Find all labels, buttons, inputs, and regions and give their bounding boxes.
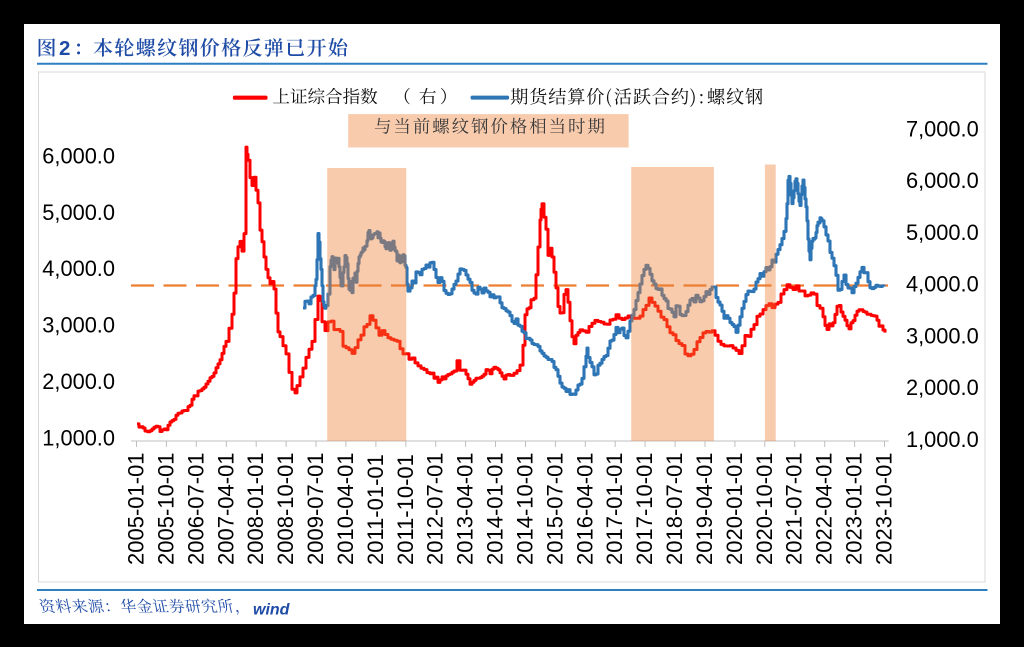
svg-text:2007-04-01: 2007-04-01 — [213, 452, 238, 565]
svg-text:1,000.0: 1,000.0 — [906, 427, 979, 452]
svg-text:2: 2 — [59, 37, 70, 60]
svg-text:7,000.0: 7,000.0 — [906, 116, 979, 141]
svg-text:2008-01-01: 2008-01-01 — [243, 452, 268, 565]
svg-text:2009-07-01: 2009-07-01 — [303, 452, 328, 565]
svg-text:2020-01-01: 2020-01-01 — [722, 452, 747, 565]
svg-text:2023-01-01: 2023-01-01 — [842, 452, 867, 565]
svg-text:2019-04-01: 2019-04-01 — [692, 452, 717, 565]
svg-text:1,000.0: 1,000.0 — [42, 425, 115, 450]
svg-text:2017-10-01: 2017-10-01 — [632, 452, 657, 565]
svg-text:3,000.0: 3,000.0 — [42, 313, 115, 338]
svg-text:2014-10-01: 2014-10-01 — [513, 452, 538, 565]
svg-text:5,000.0: 5,000.0 — [906, 220, 979, 245]
svg-text:4,000.0: 4,000.0 — [906, 272, 979, 297]
svg-text:2023-10-01: 2023-10-01 — [872, 452, 897, 565]
svg-text:4,000.0: 4,000.0 — [42, 256, 115, 281]
svg-text:2,000.0: 2,000.0 — [906, 375, 979, 400]
svg-text:2020-10-01: 2020-10-01 — [752, 452, 777, 565]
svg-text:2021-07-01: 2021-07-01 — [782, 452, 807, 565]
svg-text:2,000.0: 2,000.0 — [42, 369, 115, 394]
svg-text:2011-01-01: 2011-01-01 — [363, 454, 388, 565]
svg-text:2010-04-01: 2010-04-01 — [333, 452, 358, 565]
svg-text:2015-07-01: 2015-07-01 — [542, 452, 567, 565]
svg-text:5,000.0: 5,000.0 — [42, 200, 115, 225]
svg-text:6,000.0: 6,000.0 — [42, 144, 115, 169]
svg-text:2008-10-01: 2008-10-01 — [273, 452, 298, 565]
svg-text:2012-07-01: 2012-07-01 — [423, 452, 448, 565]
svg-text:2016-04-01: 2016-04-01 — [572, 452, 597, 565]
svg-text:2018-07-01: 2018-07-01 — [662, 452, 687, 565]
svg-text:2005-10-01: 2005-10-01 — [153, 452, 178, 565]
svg-text:2017-01-01: 2017-01-01 — [602, 452, 627, 565]
svg-text:2014-01-01: 2014-01-01 — [483, 452, 508, 565]
svg-text:2011-10-01: 2011-10-01 — [393, 454, 418, 565]
svg-text:3,000.0: 3,000.0 — [906, 323, 979, 348]
svg-text:2006-07-01: 2006-07-01 — [183, 452, 208, 565]
svg-text:2022-04-01: 2022-04-01 — [812, 452, 837, 565]
svg-text:wind: wind — [253, 602, 291, 619]
svg-text:2005-01-01: 2005-01-01 — [124, 452, 149, 565]
svg-text:2013-04-01: 2013-04-01 — [453, 452, 478, 565]
svg-text:6,000.0: 6,000.0 — [906, 168, 979, 193]
